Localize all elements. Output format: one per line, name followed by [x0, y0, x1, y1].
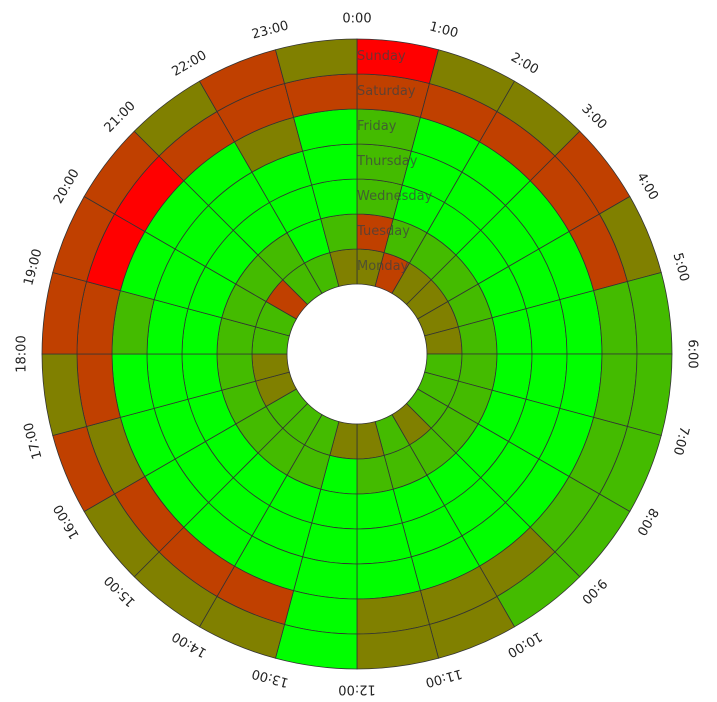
hour-label-1: 1:00 — [428, 19, 460, 41]
hour-label-19: 19:00 — [21, 247, 45, 287]
day-label-sunday: Sunday — [357, 49, 406, 64]
hour-label-5: 5:00 — [670, 251, 692, 283]
hour-label-14: 14:00 — [170, 628, 210, 660]
hour-label-21: 21:00 — [102, 99, 139, 136]
hour-label-0: 0:00 — [342, 12, 371, 27]
hour-label-22: 22:00 — [170, 48, 210, 80]
hour-label-3: 3:00 — [578, 101, 609, 132]
hour-label-15: 15:00 — [102, 572, 139, 609]
hour-label-4: 4:00 — [633, 170, 661, 203]
hour-label-23: 23:00 — [250, 18, 290, 42]
heatmap-cell-thursday-6 — [525, 353, 568, 409]
day-label-wednesday: Wednesday — [357, 189, 433, 204]
day-label-saturday: Saturday — [357, 84, 416, 99]
hour-label-8: 8:00 — [633, 505, 661, 538]
hour-label-16: 16:00 — [51, 502, 83, 542]
hour-label-18: 18:00 — [15, 335, 30, 372]
hour-label-13: 13:00 — [250, 665, 290, 689]
day-label-monday: Monday — [357, 259, 409, 274]
day-label-thursday: Thursday — [356, 154, 418, 169]
heatmap-cells — [41, 38, 673, 670]
heatmap-cell-thursday-5 — [525, 299, 568, 355]
heatmap-cell-thursday-11 — [356, 522, 412, 565]
heatmap-cell-thursday-12 — [302, 522, 358, 565]
hour-label-20: 20:00 — [51, 167, 83, 207]
hour-label-7: 7:00 — [670, 425, 692, 457]
hour-label-10: 10:00 — [505, 628, 545, 660]
day-label-friday: Friday — [357, 119, 397, 134]
heatmap-cell-thursday-23 — [302, 143, 358, 186]
hour-label-17: 17:00 — [21, 421, 45, 461]
hour-label-6: 6:00 — [685, 339, 700, 368]
hour-label-2: 2:00 — [508, 50, 541, 78]
hour-label-12: 12:00 — [338, 682, 375, 697]
heatmap-cell-thursday-17 — [146, 353, 189, 409]
hour-label-11: 11:00 — [424, 665, 464, 689]
day-labels: Monday Tuesday Wednesday Thursday Friday Satu… — [356, 49, 433, 274]
heatmap-cell-thursday-18 — [146, 299, 189, 355]
day-label-tuesday: Tuesday — [356, 224, 410, 239]
heatmap-cell-sunday-23 — [274, 38, 358, 85]
hour-label-9: 9:00 — [578, 575, 609, 606]
